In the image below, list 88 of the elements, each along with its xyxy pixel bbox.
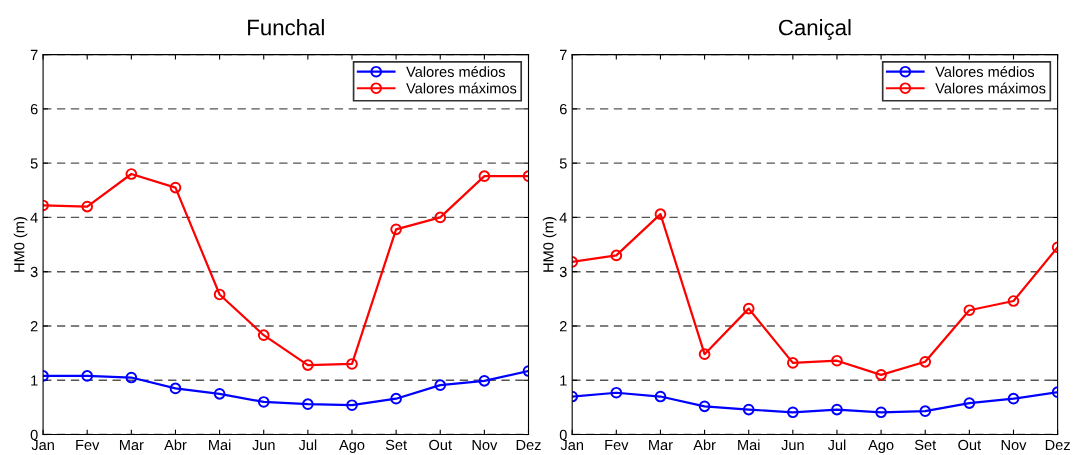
point (257, 396, 270, 408)
point (302, 398, 314, 410)
point (831, 403, 843, 416)
x-tick-label: Mar (649, 439, 673, 451)
y-tick-label: 0 (30, 429, 38, 440)
x-tick-label: Mai (209, 439, 231, 451)
y-tick-label: 0 (559, 429, 567, 440)
point (390, 223, 402, 236)
x-tick-label: Dez (1045, 439, 1070, 451)
legend-label: Valores médios (935, 66, 1035, 77)
point (81, 200, 94, 213)
point (654, 208, 667, 220)
point (478, 170, 491, 183)
chart-title: Caniçal (778, 19, 851, 40)
point (698, 400, 711, 413)
point (610, 249, 623, 262)
point (1007, 295, 1020, 307)
y-tick-label: 5 (559, 158, 567, 169)
point (125, 168, 138, 180)
x-tick-label: Nov (472, 439, 498, 451)
x-tick-label: Jun (252, 439, 275, 451)
y-tick-label: 1 (31, 375, 38, 386)
point (787, 406, 799, 419)
y-axis-title: HM0 (m) (13, 217, 28, 272)
y-tick-label: 6 (30, 103, 38, 115)
point (346, 399, 358, 412)
point (125, 371, 138, 384)
x-tick-label: Set (385, 439, 407, 451)
x-tick-label: Ago (339, 439, 365, 453)
y-tick-label: 4 (559, 212, 567, 223)
point (875, 368, 887, 381)
y-tick-label: 1 (560, 375, 567, 386)
point (919, 355, 932, 368)
point (698, 348, 711, 361)
point (831, 354, 843, 367)
x-tick-label: Jul (298, 439, 317, 451)
y-tick-label: 4 (30, 212, 38, 223)
point (1007, 392, 1020, 405)
x-tick-label: Fev (76, 439, 100, 451)
x-tick-label: Out (958, 439, 981, 451)
x-tick-label: Dez (516, 439, 541, 451)
point (742, 403, 755, 416)
point (390, 392, 402, 405)
point (81, 370, 94, 382)
legend-label: Valores máximos (406, 82, 517, 94)
point (875, 406, 887, 419)
point (434, 379, 447, 391)
point (302, 359, 314, 371)
legend-label: Valores máximos (935, 82, 1046, 94)
x-tick-label: Abr (164, 439, 187, 451)
point (213, 288, 226, 301)
point (478, 374, 491, 387)
y-tick-label: 3 (559, 266, 567, 278)
x-tick-label: Ago (868, 439, 894, 453)
point (213, 387, 226, 400)
point (963, 397, 976, 409)
y-tick-label: 2 (30, 321, 38, 332)
point (346, 358, 358, 370)
x-tick-label: Mar (119, 439, 144, 451)
y-tick-label: 6 (559, 103, 567, 115)
y-tick-label: 7 (559, 49, 567, 60)
legend-label: Valores médios (406, 66, 505, 77)
y-tick-label: 7 (30, 49, 38, 60)
y-tick-label: 2 (559, 321, 567, 332)
x-tick-label: Nov (1001, 439, 1027, 451)
point (654, 390, 667, 403)
x-tick-label: Jul (827, 439, 846, 451)
point (742, 302, 755, 315)
x-tick-label: Fev (605, 439, 629, 451)
point (434, 211, 447, 224)
point (787, 357, 799, 369)
point (257, 329, 270, 342)
chart-title: Funchal (248, 19, 324, 36)
y-axis-title: HM0 (m) (542, 217, 557, 272)
point (963, 304, 976, 317)
x-tick-label: Jan (560, 439, 583, 451)
y-tick-label: 3 (30, 266, 38, 278)
x-tick-label: Jan (31, 439, 54, 451)
y-tick-label: 5 (30, 158, 38, 169)
point (169, 382, 182, 395)
x-tick-label: Set (914, 439, 937, 451)
x-tick-label: Mai (738, 439, 760, 451)
point (169, 181, 182, 194)
x-tick-label: Out (429, 439, 452, 451)
x-tick-label: Jun (781, 439, 804, 451)
point (610, 386, 623, 399)
x-tick-label: Abr (693, 439, 716, 451)
point (919, 405, 932, 418)
